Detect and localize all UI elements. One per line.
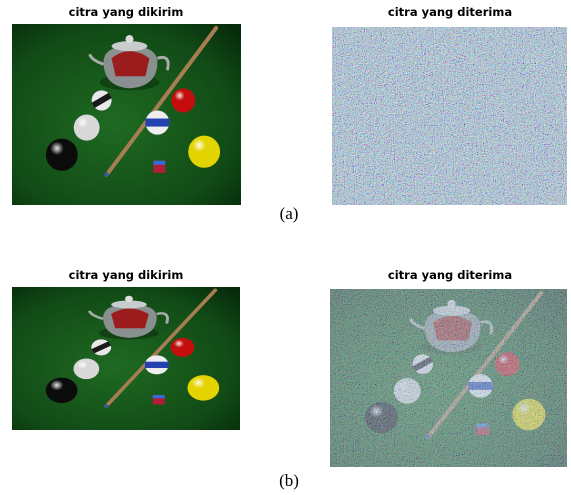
received-image bbox=[330, 289, 567, 467]
panel-title: citra yang diterima bbox=[388, 5, 512, 19]
panel-title: citra yang dikirim bbox=[69, 268, 184, 282]
caption: (a) bbox=[280, 204, 299, 223]
received-image bbox=[332, 27, 567, 205]
sent-image bbox=[12, 24, 241, 205]
panel-title: citra yang dikirim bbox=[69, 5, 184, 19]
sent-image bbox=[12, 287, 240, 430]
figure: citra yang dikirim citra yang diterima (… bbox=[0, 0, 571, 495]
noise-overlay bbox=[330, 289, 567, 467]
caption: (b) bbox=[279, 471, 299, 490]
panel-title: citra yang diterima bbox=[388, 268, 512, 282]
